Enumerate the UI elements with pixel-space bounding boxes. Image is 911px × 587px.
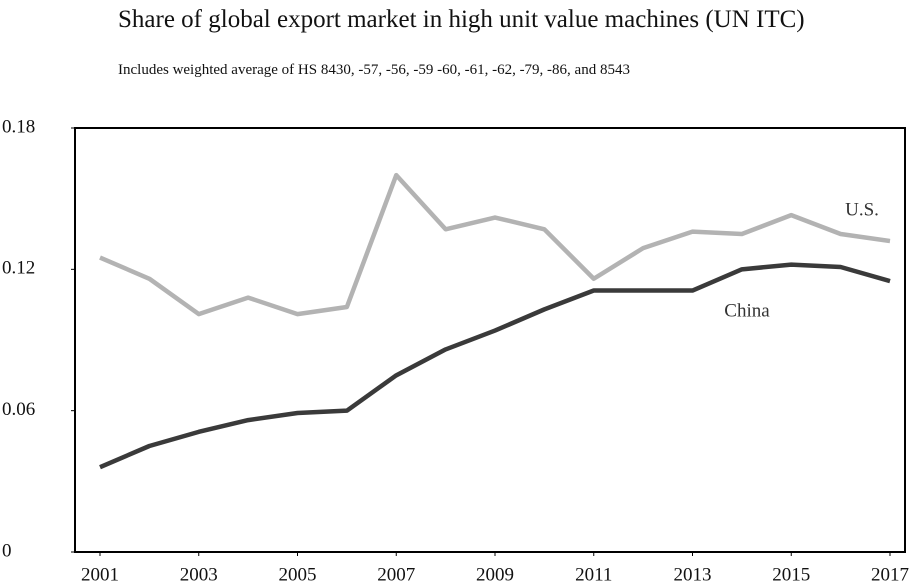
x-tick-label: 2001 [81,564,119,585]
series-line [99,172,891,317]
x-tick-label: 2015 [772,564,810,585]
series-label: U.S. [845,199,879,220]
x-tick-label: 2013 [674,564,712,585]
plot-frame [74,127,906,553]
y-tick-label: 0.06 [2,399,35,420]
y-tick-label: 0.12 [2,258,35,279]
x-tick-label: 2007 [377,564,415,585]
chart-subtitle: Includes weighted average of HS 8430, -5… [118,62,630,78]
series-label: China [724,300,770,321]
series-line [99,262,891,470]
x-tick-label: 2003 [180,564,218,585]
x-tick-label: 2005 [279,564,317,585]
x-tick-label: 2017 [871,564,909,585]
y-tick-label: 0.18 [2,116,35,137]
chart-title: Share of global export market in high un… [118,6,805,33]
x-tick-label: 2009 [476,564,514,585]
y-tick-label: 0 [2,540,12,561]
x-tick-label: 2011 [575,564,612,585]
